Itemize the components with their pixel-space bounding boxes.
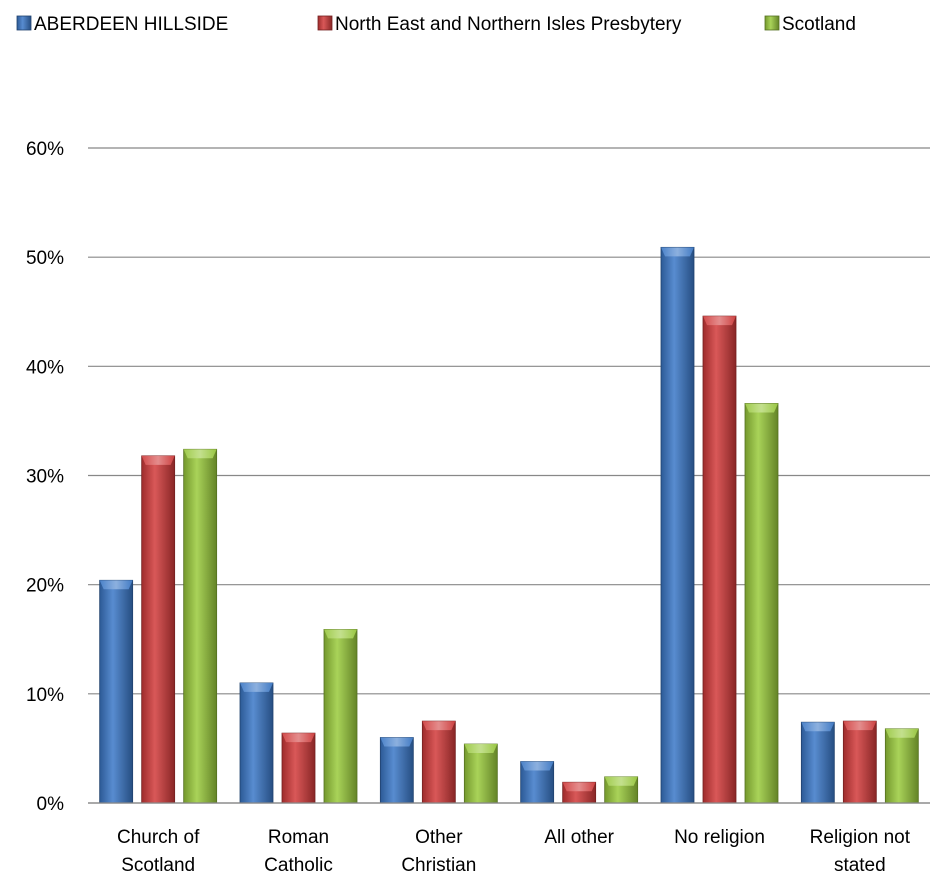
x-tick-label: Roman Catholic <box>264 827 333 875</box>
bar <box>520 761 555 804</box>
y-tick-label: 0% <box>37 794 65 815</box>
x-tick-label: Church of Scotland <box>117 827 200 875</box>
bar <box>744 403 779 804</box>
legend-swatch <box>764 15 780 31</box>
gridlines <box>88 147 930 804</box>
chart-legend: ABERDEEN HILLSIDE North East and Northern… <box>16 14 856 35</box>
bar <box>141 455 176 804</box>
bar <box>239 682 274 804</box>
legend-item: North East and Northern Isles Presbytery <box>317 14 682 35</box>
x-tick-label: No religion <box>674 827 765 848</box>
x-tick-label: All other <box>544 827 614 848</box>
legend-label: ABERDEEN HILLSIDE <box>34 14 228 35</box>
y-tick-label: 30% <box>26 467 64 488</box>
legend-swatch <box>317 15 333 31</box>
bar <box>323 629 358 804</box>
bar <box>842 720 877 804</box>
bar <box>379 737 414 804</box>
y-axis: 0% 10% 20% 30% 40% 50% 60% <box>26 139 64 815</box>
y-tick-label: 20% <box>26 576 64 597</box>
bar <box>421 720 456 804</box>
legend-label: Scotland <box>782 14 856 35</box>
y-tick-label: 40% <box>26 357 64 378</box>
bar <box>99 579 134 804</box>
x-axis: Church of Scotland Roman Catholic Other Chris… <box>88 802 930 875</box>
bar <box>660 246 695 804</box>
x-tick-label: Other Christian <box>401 827 476 875</box>
legend-item: ABERDEEN HILLSIDE <box>16 14 228 35</box>
y-tick-label: 10% <box>26 685 64 706</box>
legend-swatch <box>16 15 32 31</box>
bar <box>702 315 737 804</box>
bar <box>800 721 835 804</box>
y-tick-label: 60% <box>26 139 64 160</box>
legend-item: Scotland <box>764 14 856 35</box>
bar <box>604 776 639 804</box>
y-tick-label: 50% <box>26 248 64 269</box>
legend-label: North East and Northern Isles Presbytery <box>335 14 682 35</box>
bar <box>463 743 498 804</box>
bar <box>884 728 919 804</box>
bars <box>99 246 919 804</box>
x-tick-label: Religion not stated <box>810 827 911 875</box>
bar <box>183 448 218 804</box>
bar <box>562 781 597 804</box>
bar <box>281 732 316 804</box>
